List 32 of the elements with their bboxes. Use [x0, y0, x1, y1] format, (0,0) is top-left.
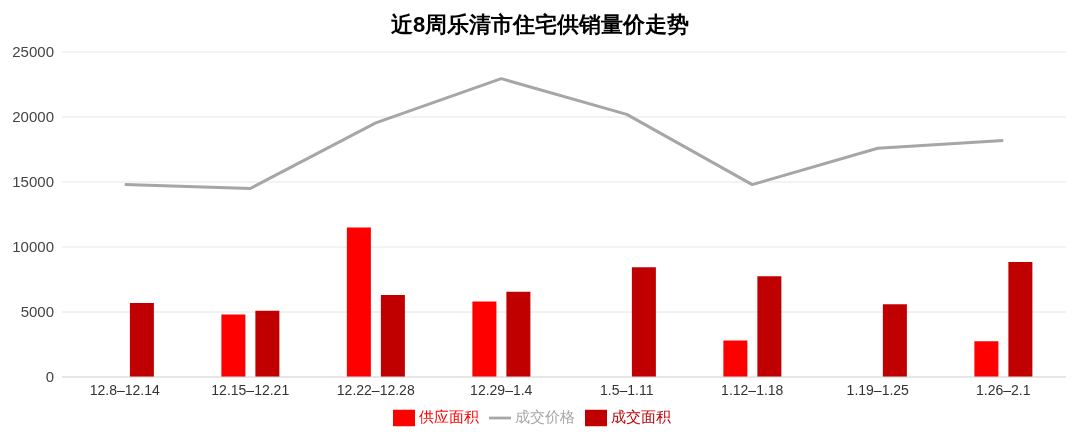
- bar: [472, 301, 497, 377]
- legend-label: 成交价格: [515, 407, 575, 425]
- y-tick-label: 25000: [12, 43, 54, 61]
- bar: [974, 341, 999, 377]
- bar: [631, 267, 656, 377]
- legend-label: 成交面积: [611, 407, 671, 425]
- x-tick-label: 1.19–1.25: [846, 381, 910, 398]
- x-tick-label: 1.26–2.1: [976, 381, 1031, 398]
- bar: [129, 302, 154, 377]
- x-tick-label: 12.29–1.4: [470, 381, 533, 398]
- line-series: [123, 77, 1005, 190]
- y-tick-label: 0: [45, 368, 54, 386]
- bar: [346, 227, 371, 377]
- bar: [221, 314, 246, 377]
- y-tick-label: 10000: [12, 238, 54, 256]
- bar: [506, 291, 531, 377]
- chart-title: 近8周乐清市住宅供销量价走势: [389, 11, 691, 39]
- x-tick-label: 1.5–1.11: [600, 381, 654, 398]
- bar: [1008, 261, 1033, 377]
- y-tick-label: 20000: [12, 108, 54, 126]
- bar: [723, 340, 748, 377]
- x-tick-label: 12.8–12.14: [89, 381, 160, 398]
- x-tick-label: 12.15–12.21: [211, 381, 290, 398]
- x-tick-label: 1.12–1.18: [721, 381, 784, 398]
- legend-label: 供应面积: [419, 407, 479, 425]
- y-tick-label: 5000: [20, 303, 54, 321]
- bar: [757, 276, 782, 377]
- x-tick-label: 12.22–12.28: [336, 381, 415, 398]
- bar: [255, 310, 280, 377]
- bar: [882, 304, 907, 377]
- bar: [380, 295, 405, 377]
- y-tick-label: 15000: [12, 173, 54, 191]
